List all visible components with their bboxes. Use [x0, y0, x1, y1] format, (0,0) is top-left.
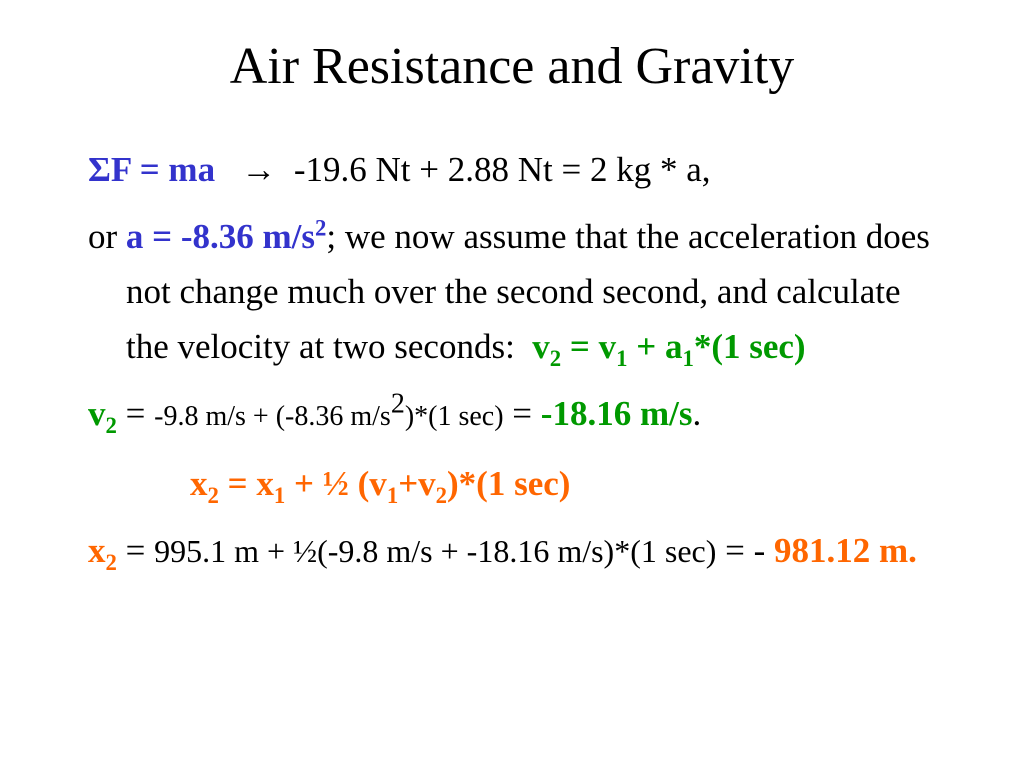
text: 995.1 m + ½(-9.8 m/s + -18.16 m/s)*(1 se… [154, 533, 717, 569]
text: = [125, 394, 146, 433]
text: x [88, 531, 106, 570]
text: - [753, 531, 766, 570]
paragraph: x2 = 995.1 m + ½(-9.8 m/s + -18.16 m/s)*… [88, 523, 938, 579]
text: = v [561, 327, 617, 366]
arrow: → [241, 150, 277, 189]
text: ; we now assume that the acceleration do… [126, 217, 930, 366]
text: a = -8.36 m/s [125, 217, 316, 256]
subscript: 1 [616, 346, 628, 371]
paragraph: x2 = x1 + ½ (v1+v2)*(1 sec) [88, 456, 938, 511]
text: -19.6 Nt + 2.88 Nt = 2 kg * a, [293, 150, 711, 189]
subscript: 2 [435, 483, 448, 508]
text: or [88, 217, 126, 256]
paragraph: v2 = -9.8 m/s + (-8.36 m/s2)*(1 sec) = -… [88, 386, 938, 444]
subscript: 2 [105, 550, 117, 575]
subscript: 2 [105, 413, 117, 438]
text: ΣF = ma [88, 150, 216, 189]
text: = [125, 531, 146, 570]
text: v [532, 327, 550, 366]
text: = x [218, 464, 274, 503]
text: )*(1 sec) [404, 401, 504, 432]
text: v [88, 394, 106, 433]
text: +v [398, 464, 436, 503]
superscript: 2 [390, 388, 405, 420]
slide-title: Air Resistance and Gravity [229, 38, 795, 95]
text: 981.12 m. [774, 531, 917, 570]
subscript: 2 [549, 346, 562, 371]
text: = [512, 394, 533, 433]
subscript: 2 [207, 483, 219, 508]
text: x [190, 464, 208, 503]
text: + ½ (v [285, 464, 387, 503]
text: = [725, 531, 745, 570]
subscript: 1 [682, 346, 694, 371]
text: -9.8 m/s + (-8.36 m/s [154, 401, 391, 432]
text: . [692, 394, 702, 433]
formula: v2 = v1 + a1*(1 sec) [532, 327, 806, 370]
subscript: 1 [386, 483, 399, 508]
superscript: 2 [315, 215, 327, 241]
text: + a [627, 327, 683, 366]
paragraph: or a = -8.36 m/s2; we now assume that th… [88, 209, 938, 374]
text: -18.16 m/s [540, 394, 693, 433]
text: )*(1 sec) [447, 464, 571, 503]
text: *(1 sec) [693, 327, 806, 366]
paragraph: ΣF = ma → -19.6 Nt + 2.88 Nt = 2 kg * a, [88, 142, 938, 197]
subscript: 1 [273, 483, 286, 508]
slide-body: ΣF = ma → -19.6 Nt + 2.88 Nt = 2 kg * a,… [88, 142, 938, 591]
